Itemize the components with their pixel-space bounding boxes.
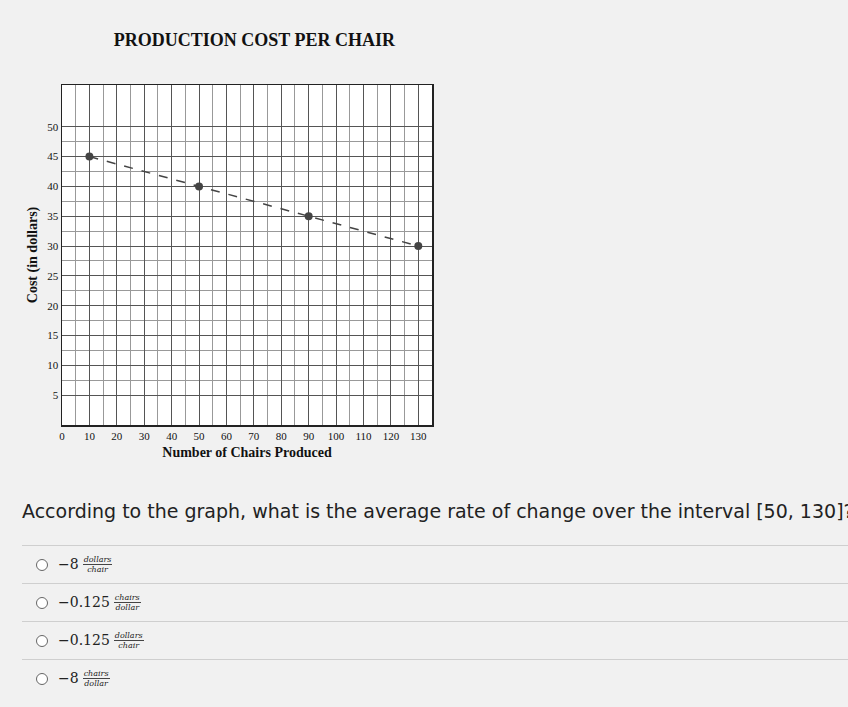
html-text:chair: chair [118,641,140,650]
svg-text:20: 20 [47,300,59,312]
html-text:−0.125 chairs: −0.125 chairs [58,593,140,610]
svg-text:30: 30 [47,240,59,252]
html-text:chair: chair [87,565,108,574]
svg-text:Number of Chairs Produced: Number of Chairs Produced [162,445,332,460]
svg-text:PRODUCTION COST PER CHAIR: PRODUCTION COST PER CHAIR [114,30,396,50]
svg-text:90: 90 [303,430,315,442]
html-text:−8 chairs: −8 chairs [58,669,109,686]
svg-text:15: 15 [47,329,59,341]
svg-text:20: 20 [111,430,123,442]
svg-text:10: 10 [84,430,96,442]
svg-text:80: 80 [276,430,288,442]
svg-text:40: 40 [47,180,59,192]
svg-text:50: 50 [194,430,206,442]
svg-text:Cost (in dollars): Cost (in dollars) [25,206,41,303]
svg-text:50: 50 [47,121,59,133]
svg-text:100: 100 [328,430,345,442]
svg-text:10: 10 [47,359,59,371]
html-text:dollar: dollar [84,679,108,688]
svg-text:70: 70 [248,430,260,442]
svg-text:5: 5 [53,389,59,401]
svg-text:110: 110 [355,430,372,442]
svg-text:130: 130 [410,430,427,442]
svg-text:60: 60 [221,430,233,442]
html-text:−0.125 dollars: −0.125 dollars [58,631,143,648]
svg-text:25: 25 [47,270,59,282]
svg-text:120: 120 [383,430,400,442]
html-text:dollar: dollar [115,603,140,612]
svg-text:0: 0 [59,430,65,442]
svg-text:35: 35 [47,210,59,222]
svg-text:30: 30 [139,430,151,442]
svg-text:45: 45 [47,150,59,162]
svg-text:40: 40 [166,430,178,442]
html-text:−8 dollars: −8 dollars [58,555,112,572]
